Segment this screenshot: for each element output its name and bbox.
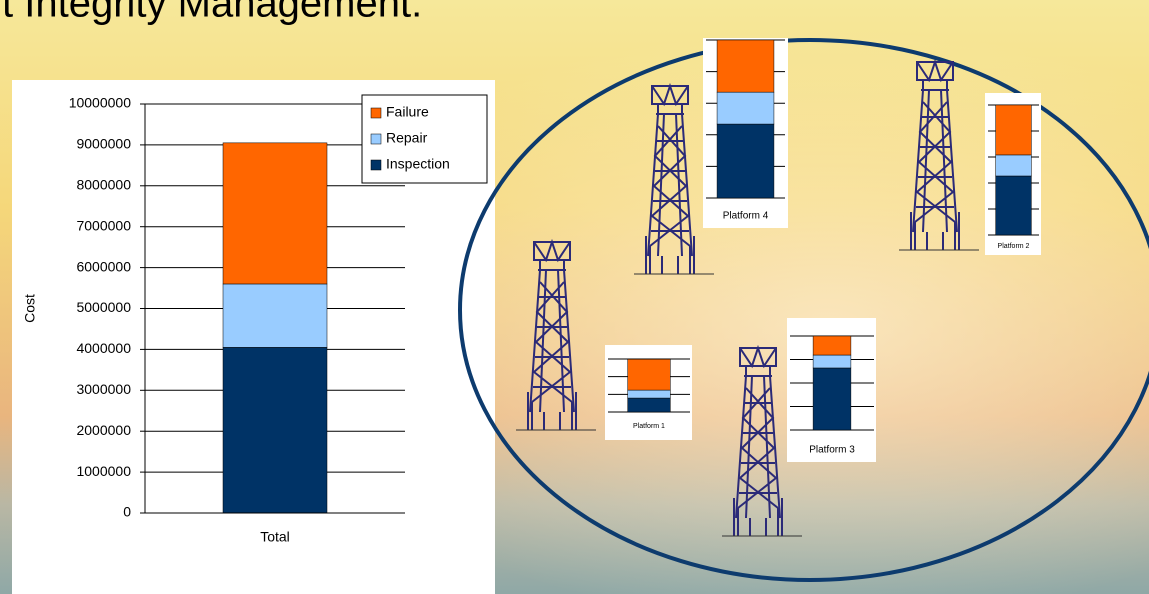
- y-tick-label: 5000000: [76, 299, 131, 315]
- x-tick-label: Total: [260, 529, 290, 545]
- y-tick-label: 10000000: [69, 95, 132, 111]
- legend-swatch: [370, 159, 382, 171]
- legend-swatch: [370, 107, 382, 119]
- bar-segment: [995, 175, 1032, 236]
- y-tick-label: 8000000: [76, 177, 131, 193]
- bar-segment: [222, 283, 328, 348]
- slide-title: t Integrity Management:: [2, 0, 422, 26]
- bar-segment: [627, 358, 671, 391]
- legend-label: Inspection: [386, 156, 450, 172]
- bar-segment: [222, 142, 328, 285]
- bar-segment: [222, 347, 328, 514]
- bar-segment: [627, 389, 671, 399]
- x-tick-label: Platform 1: [633, 423, 665, 430]
- bar-segment: [627, 397, 671, 413]
- bar-segment: [812, 354, 852, 369]
- y-tick-label: 9000000: [76, 136, 131, 152]
- legend-swatch: [370, 133, 382, 145]
- y-tick-label: 2000000: [76, 422, 131, 438]
- y-axis-label: Cost: [22, 294, 38, 323]
- bar-segment: [995, 104, 1032, 156]
- bar-segment: [812, 367, 852, 431]
- bar-segment: [716, 91, 775, 125]
- y-tick-label: 3000000: [76, 381, 131, 397]
- x-tick-label: Platform 3: [809, 445, 855, 456]
- platform-ellipse: [458, 38, 1149, 582]
- bar-segment: [716, 39, 775, 93]
- legend-label: Repair: [386, 130, 428, 146]
- legend-box: [361, 94, 488, 184]
- bar-segment: [995, 154, 1032, 177]
- bar-segment: [716, 123, 775, 199]
- x-tick-label: Platform 2: [998, 243, 1030, 250]
- y-tick-label: 6000000: [76, 258, 131, 274]
- y-tick-label: 1000000: [76, 463, 131, 479]
- x-tick-label: Platform 4: [723, 211, 769, 222]
- y-tick-label: 4000000: [76, 340, 131, 356]
- bar-segment: [812, 335, 852, 356]
- y-tick-label: 7000000: [76, 217, 131, 233]
- legend-label: Failure: [386, 104, 429, 120]
- y-tick-label: 0: [123, 504, 131, 520]
